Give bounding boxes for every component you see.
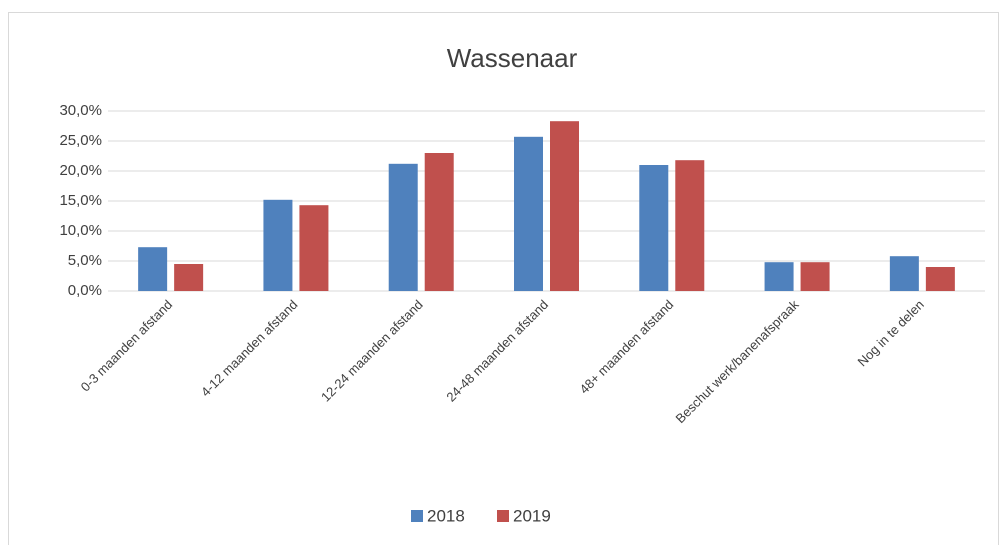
legend-swatch (497, 510, 509, 522)
legend-swatch (411, 510, 423, 522)
bar (889, 256, 919, 291)
y-tick-label: 0,0% (68, 282, 102, 299)
chart-title: Wassenaar (447, 43, 578, 73)
y-tick-label: 20,0% (59, 162, 102, 179)
bar (299, 205, 329, 291)
bar (388, 163, 418, 291)
y-tick-label: 10,0% (59, 222, 102, 239)
y-tick-label: 15,0% (59, 192, 102, 209)
y-tick-label: 25,0% (59, 132, 102, 149)
bar (800, 262, 830, 291)
bar (138, 247, 168, 291)
legend-label: 2019 (513, 506, 551, 525)
bar (925, 267, 955, 291)
chart-border (8, 12, 999, 545)
bar (424, 153, 454, 291)
bar (639, 165, 669, 291)
bar (514, 136, 543, 291)
bar (263, 199, 293, 291)
legend-label: 2018 (427, 506, 465, 525)
bar (174, 264, 204, 291)
bar (675, 160, 705, 291)
y-tick-label: 30,0% (59, 102, 102, 119)
y-tick-label: 5,0% (68, 252, 102, 269)
bar (764, 262, 794, 291)
bar (550, 121, 579, 291)
